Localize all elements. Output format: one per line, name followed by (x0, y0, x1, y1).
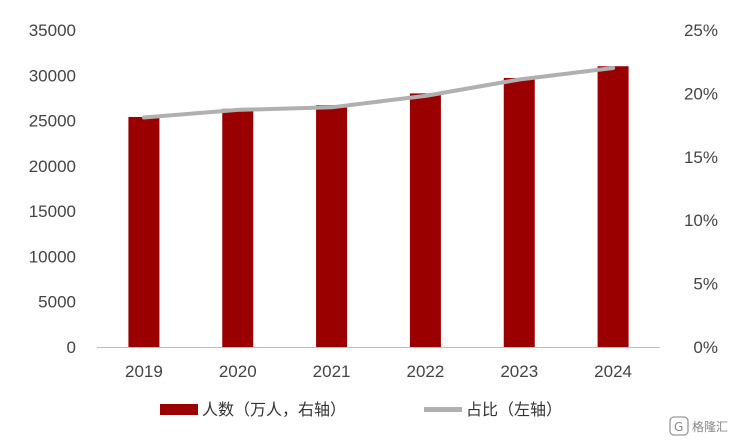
watermark-text: 格隆汇 (692, 419, 728, 434)
left-tick-label: 25000 (29, 112, 76, 131)
x-tick-label: 2022 (407, 362, 445, 381)
bar (128, 116, 160, 347)
right-tick-label: 10% (684, 211, 718, 230)
line-point (236, 108, 240, 112)
line-point (330, 105, 334, 109)
line-series (141, 66, 616, 120)
right-tick-label: 25% (684, 21, 718, 40)
x-tick-label: 2019 (125, 362, 163, 381)
left-tick-label: 10000 (29, 247, 76, 266)
bar-series (128, 66, 629, 348)
watermark-badge-letter: G (674, 420, 683, 434)
left-tick-label: 30000 (29, 66, 76, 85)
legend-swatch-bar (160, 404, 198, 415)
left-tick-label: 15000 (29, 202, 76, 221)
right-tick-label: 0% (693, 338, 718, 357)
bar (597, 66, 629, 347)
left-tick-label: 0 (67, 338, 76, 357)
right-tick-label: 15% (684, 148, 718, 167)
right-axis-ticks: 0% 5% 10% 15% 20% 25% (684, 21, 718, 357)
left-tick-label: 20000 (29, 157, 76, 176)
bar (222, 108, 254, 347)
x-tick-label: 2023 (500, 362, 538, 381)
series-line (141, 66, 616, 120)
bar (409, 93, 441, 348)
line-point (142, 115, 146, 119)
bar (503, 78, 535, 347)
left-tick-label: 5000 (38, 293, 76, 312)
line-point (611, 66, 615, 70)
left-tick-label: 35000 (29, 21, 76, 40)
watermark-logo: G 格隆汇 (669, 416, 728, 436)
left-axis-ticks: 0 5000 10000 15000 20000 25000 30000 35000 (29, 21, 76, 357)
bar (316, 105, 348, 347)
watermark-badge-icon (669, 416, 689, 436)
legend: 人数（万人，右轴） 占比（左轴） (160, 400, 562, 419)
x-axis-ticks: 2019 2020 2021 2022 2023 2024 (125, 362, 632, 381)
legend-label-bar: 人数（万人，右轴） (202, 400, 346, 419)
x-tick-label: 2024 (594, 362, 632, 381)
line-point (423, 94, 427, 98)
line-point (517, 77, 521, 81)
right-tick-label: 5% (693, 275, 718, 294)
legend-label-line: 占比（左轴） (466, 400, 562, 419)
right-tick-label: 20% (684, 84, 718, 103)
x-tick-label: 2021 (313, 362, 351, 381)
x-tick-label: 2020 (219, 362, 257, 381)
